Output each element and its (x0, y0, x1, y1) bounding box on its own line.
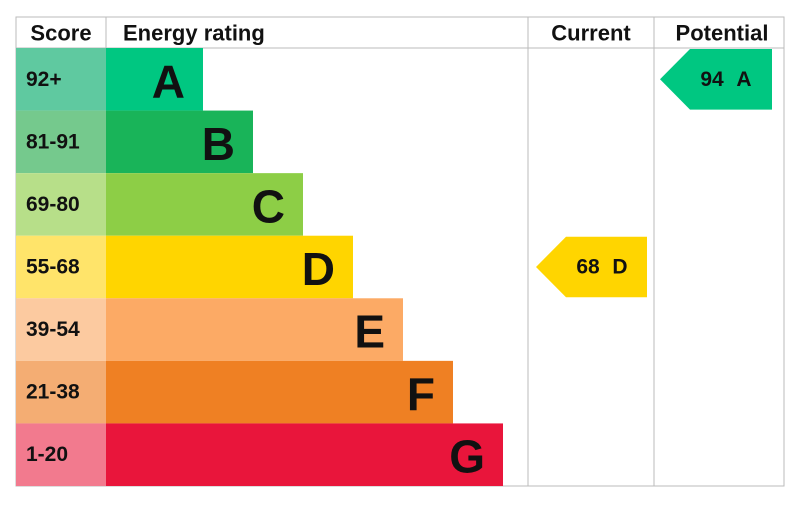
current-letter: D (612, 256, 627, 279)
band-letter: E (354, 306, 385, 358)
potential-value: 94 (700, 68, 724, 91)
header-score: Score (30, 21, 91, 46)
score-cell (16, 235, 106, 299)
band-bar (106, 298, 403, 361)
band-letter: F (407, 368, 435, 420)
potential-letter: A (736, 68, 751, 91)
band-bar (106, 110, 253, 174)
score-cell (16, 298, 106, 361)
band-bar (106, 360, 453, 424)
band-bar (106, 423, 503, 486)
band-letter: B (202, 118, 235, 170)
potential-arrow (660, 49, 772, 110)
score-label: 92+ (26, 68, 62, 91)
band-bar (106, 48, 203, 111)
header-potential: Potential (676, 21, 769, 46)
band-letter: G (449, 431, 485, 483)
current-value: 68 (576, 256, 600, 279)
band-bar (106, 235, 353, 299)
header-current: Current (551, 21, 631, 46)
band-bar (106, 173, 303, 236)
score-cell (16, 423, 106, 486)
band-letter: D (302, 243, 335, 295)
score-cell (16, 110, 106, 174)
score-cell (16, 173, 106, 236)
score-label: 1-20 (26, 443, 68, 466)
header-energy-rating: Energy rating (123, 21, 265, 46)
score-label: 39-54 (26, 318, 80, 341)
score-cell (16, 48, 106, 111)
score-label: 81-91 (26, 130, 80, 153)
score-cell (16, 360, 106, 424)
band-letter: A (152, 55, 185, 107)
current-arrow (536, 236, 647, 298)
score-label: 69-80 (26, 193, 80, 216)
score-label: 21-38 (26, 381, 80, 404)
score-label: 55-68 (26, 256, 80, 279)
band-letter: C (252, 180, 285, 232)
